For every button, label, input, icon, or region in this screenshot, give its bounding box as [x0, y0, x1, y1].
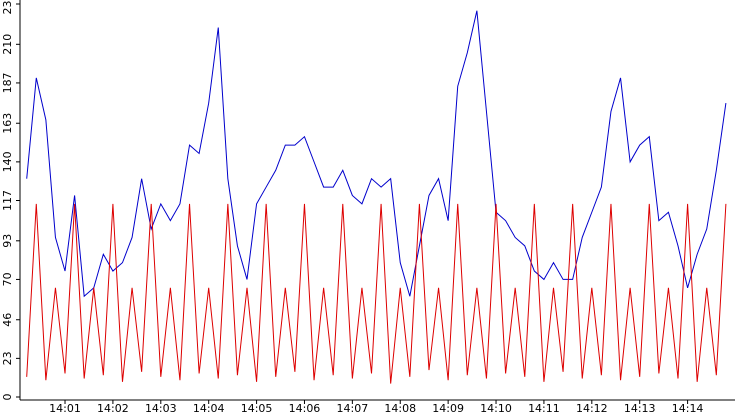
- x-tick-label: 14:10: [480, 402, 512, 415]
- x-tick-label: 14:14: [672, 402, 704, 415]
- y-tick-label: 70: [1, 272, 14, 286]
- y-tick-label: 187: [1, 72, 14, 93]
- x-tick-label: 14:09: [432, 402, 464, 415]
- y-tick-label: 46: [1, 313, 14, 327]
- y-tick-label: 93: [1, 234, 14, 248]
- y-tick-label: 163: [1, 113, 14, 134]
- x-tick-label: 14:01: [49, 402, 81, 415]
- series-line: [26, 10, 727, 298]
- y-tick-label: 140: [1, 151, 14, 172]
- x-tick-label: 14:06: [289, 402, 321, 415]
- y-tick-label: 234: [1, 0, 14, 15]
- x-tick-label: 14:08: [384, 402, 416, 415]
- x-tick-label: 14:03: [145, 402, 177, 415]
- x-tick-label: 14:11: [528, 402, 560, 415]
- x-tick-label: 14:05: [241, 402, 273, 415]
- y-tick-label: 0: [1, 394, 14, 401]
- y-tick-label: 210: [1, 34, 14, 55]
- x-tick-label: 14:02: [97, 402, 129, 415]
- x-tick-label: 14:04: [193, 402, 225, 415]
- y-tick-label: 23: [1, 351, 14, 365]
- x-tick-label: 14:13: [624, 402, 656, 415]
- y-tick-label: 117: [1, 190, 14, 211]
- x-tick-label: 14:07: [337, 402, 369, 415]
- x-tick-label: 14:12: [576, 402, 608, 415]
- series-line: [26, 203, 727, 384]
